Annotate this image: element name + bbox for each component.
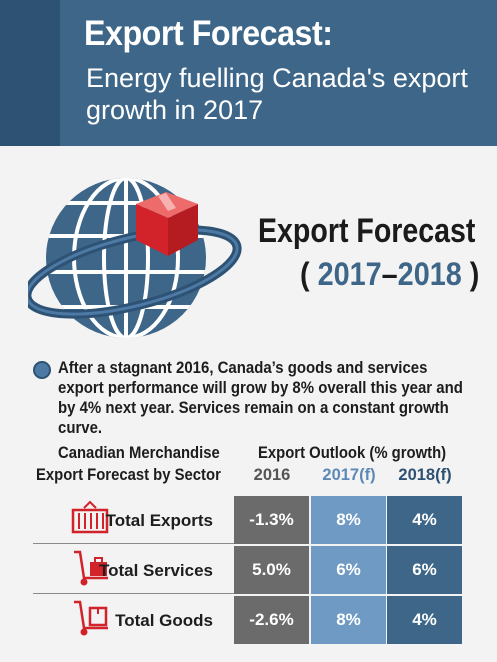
year-end: 2018 <box>397 256 462 292</box>
row-label-total-goods: Total Goods <box>115 611 213 630</box>
cell-exports-2018: 4% <box>387 496 462 544</box>
cell-services-2016: 5.0% <box>234 546 309 594</box>
cell-goods-2016: -2.6% <box>234 596 309 644</box>
year-start: 2017 <box>317 256 382 292</box>
column-header-2016: 2016 <box>253 466 291 484</box>
close-paren: ) <box>469 256 480 292</box>
column-header-2017: 2017(f) <box>322 466 376 484</box>
header-accent-bar <box>0 0 60 146</box>
cell-exports-2016: -1.3% <box>234 496 309 544</box>
header-subtitle: Energy fuelling Canada's export growth i… <box>86 63 468 125</box>
row-divider <box>33 543 234 544</box>
cell-services-2017: 6% <box>311 546 386 594</box>
column-header-2018: 2018(f) <box>398 466 452 484</box>
header-banner: Export Forecast: Energy fuelling Canada'… <box>0 0 497 146</box>
cell-services-2018: 6% <box>387 546 462 594</box>
row-divider <box>33 593 234 594</box>
forecast-title: Export Forecast <box>258 212 476 250</box>
bullet-dot-icon <box>33 361 51 379</box>
sector-header-line1: Canadian Merchandise <box>58 444 220 462</box>
row-label-total-exports: Total Exports <box>105 511 213 530</box>
hand-truck-box-icon <box>74 600 108 636</box>
cell-goods-2017: 8% <box>311 596 386 644</box>
header-title: Export Forecast: <box>84 14 333 53</box>
intro-paragraph: After a stagnant 2016, Canada’s goods an… <box>58 358 463 437</box>
row-label-total-services: Total Services <box>98 561 213 580</box>
forecast-years: ( 2017–2018 ) <box>300 256 479 293</box>
cell-goods-2018: 4% <box>387 596 462 644</box>
year-dash: – <box>381 256 398 292</box>
outlook-header: Export Outlook (% growth) <box>258 444 447 462</box>
sector-header-line2: Export Forecast by Sector <box>36 466 221 484</box>
globe-with-package-icon <box>28 178 242 338</box>
open-paren: ( <box>300 256 310 292</box>
container-icon <box>71 500 109 534</box>
hand-truck-suitcase-icon <box>74 550 108 586</box>
cell-exports-2017: 8% <box>311 496 386 544</box>
